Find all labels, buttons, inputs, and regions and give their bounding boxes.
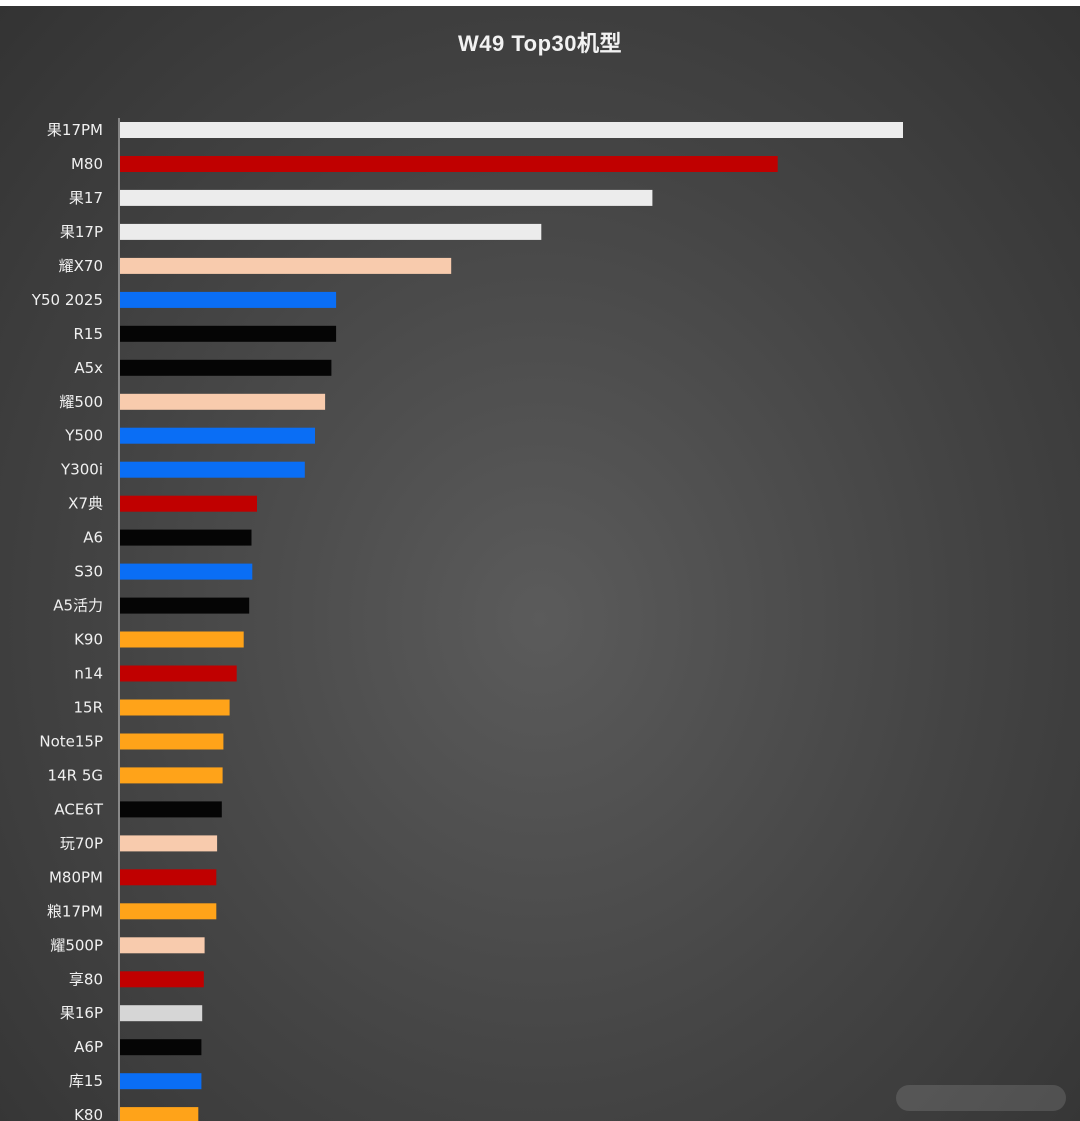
category-label-15: A5活力 [53,597,103,615]
category-label-1: 果17PM [47,121,103,139]
bar-22 [120,835,218,852]
bar-13 [120,529,252,546]
bar-23 [120,869,217,886]
category-label-4: 果17P [60,223,103,241]
category-label-22: 玩70P [60,834,103,852]
bars-group [120,122,903,1121]
category-label-27: 果16P [60,1004,103,1022]
category-labels-group: 果17PM M80 果17 果17P 耀X70 Y50 2025 R15 A5x 耀500 Y50… [31,121,104,1121]
bar-5 [120,257,452,274]
bar-7 [120,325,337,342]
category-label-24: 粮17PM [47,902,103,920]
bar-17 [120,665,237,682]
bar-28 [120,1039,202,1056]
category-label-14: S30 [74,563,103,581]
bar-chart: 果17PM M80 果17 果17P 耀X70 Y50 2025 R15 A5x 耀500 Y50… [31,118,903,1121]
bar-18 [120,699,230,716]
bar-4 [120,223,542,240]
category-label-5: 耀X70 [59,257,103,275]
bar-16 [120,631,244,648]
chart-title: W49 Top30机型 [457,31,622,56]
category-label-12: X7典 [68,495,103,513]
watermark [896,1085,1066,1111]
category-label-29: 库15 [69,1072,103,1090]
bar-14 [120,563,253,580]
bar-1 [120,122,903,138]
category-label-2: M80 [71,155,103,173]
category-label-21: ACE6T [54,800,103,818]
bar-12 [120,495,257,512]
category-label-18: 15R [73,699,103,717]
category-label-30: K80 [74,1106,103,1121]
bar-30 [120,1107,199,1121]
bar-24 [120,903,217,920]
bar-25 [120,937,205,954]
category-label-28: A6P [74,1038,103,1056]
bar-2 [120,156,778,172]
bar-15 [120,597,250,614]
bar-27 [120,1005,203,1022]
category-label-25: 耀500P [50,936,103,954]
bar-8 [120,359,332,376]
bar-20 [120,767,223,784]
category-label-10: Y500 [64,427,103,445]
category-label-23: M80PM [49,868,103,886]
category-label-20: 14R 5G [48,766,103,784]
category-label-11: Y300i [60,461,103,479]
category-label-16: K90 [74,631,103,649]
bar-19 [120,733,224,750]
category-label-9: 耀500 [59,393,103,411]
category-label-7: R15 [73,325,103,343]
category-label-13: A6 [83,529,103,547]
bar-3 [120,189,653,206]
category-label-3: 果17 [69,189,103,207]
bar-9 [120,393,326,410]
chart-frame: W49 Top30机型 果17PM M80 果17 果17P 耀X70 Y50 2025 R… [0,6,1080,1121]
category-label-6: Y50 2025 [31,291,103,309]
bar-29 [120,1073,202,1090]
bar-21 [120,801,222,818]
bar-11 [120,461,305,478]
bar-6 [120,291,337,308]
category-label-17: n14 [74,665,103,683]
bar-10 [120,427,315,444]
category-label-26: 享80 [69,970,103,988]
category-label-8: A5x [74,359,103,377]
category-label-19: Note15P [39,733,103,751]
bar-26 [120,971,204,988]
